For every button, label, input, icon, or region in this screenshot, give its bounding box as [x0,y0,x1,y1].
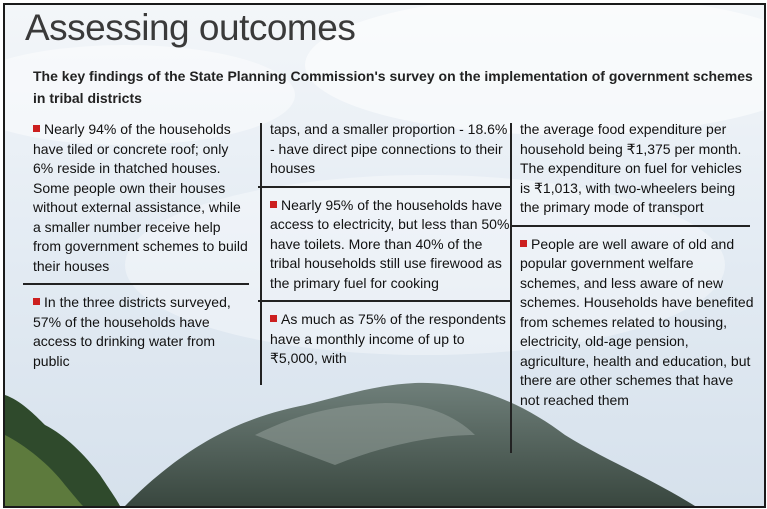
finding-water: In the three districts surveyed, 57% of … [33,293,248,371]
finding-text: Nearly 94% of the households have tiled … [33,121,248,274]
finding-schemes-awareness: People are well aware of old and popular… [520,235,755,411]
finding-housing: Nearly 94% of the households have tiled … [33,120,248,276]
bullet-square-icon [520,239,527,247]
background-landscape [5,5,764,506]
column-1: Nearly 94% of the households have tiled … [23,120,249,371]
finding-text: As much as 75% of the respondents have a… [270,311,506,366]
finding-electricity: Nearly 95% of the households have access… [270,196,512,294]
finding-text: People are well aware of old and popular… [520,235,754,408]
cloud [305,5,764,135]
content: Assessing outcomes The key findings of t… [5,5,764,506]
subtitle: The key findings of the State Planning C… [33,68,753,106]
section-rule [258,300,510,302]
page-title: Assessing outcomes [25,7,356,48]
finding-text: In the three districts surveyed, 57% of … [33,294,231,369]
column-2: taps, and a smaller proportion - 18.6% -… [258,120,512,369]
hill [125,382,695,506]
finding-income: As much as 75% of the respondents have a… [270,310,512,369]
section-rule [510,224,750,227]
finding-text: Nearly 95% of the households have access… [270,196,510,291]
column-3: the average food expenditure per househo… [510,120,755,411]
cloud [5,45,295,145]
cloud [125,175,725,355]
trees-light [5,435,83,506]
column-divider [260,123,262,385]
section-rule [258,185,510,188]
bullet-square-icon [33,125,40,132]
bullet-square-icon [270,200,277,208]
column-divider [510,123,512,453]
bullet-square-icon [33,298,40,305]
finding-expenditure-continued: the average food expenditure per househo… [520,121,742,215]
section-rule [23,283,249,285]
finding-water-continued: taps, and a smaller proportion - 18.6% -… [270,121,508,176]
infographic-frame: Assessing outcomes The key findings of t… [3,3,766,508]
hill-highlight [255,403,475,465]
bullet-square-icon [270,315,277,322]
